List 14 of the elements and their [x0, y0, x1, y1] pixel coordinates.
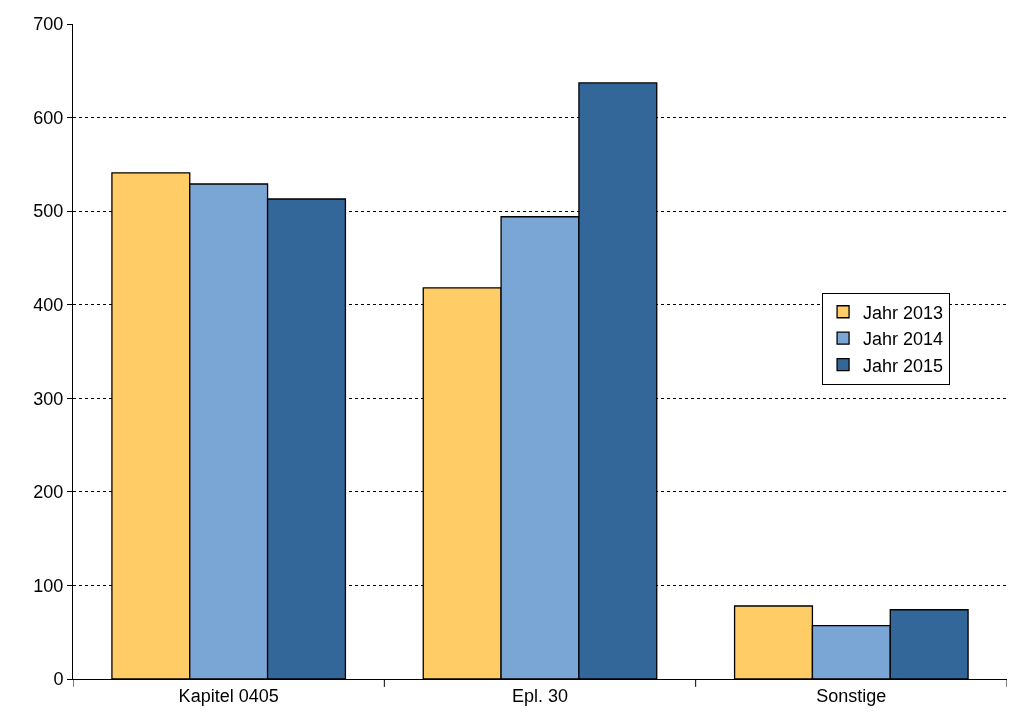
x-tick-label: Sonstige [816, 685, 887, 706]
y-tick-label: 200 [33, 482, 64, 503]
legend-label: Jahr 2015 [863, 355, 944, 376]
y-tick-label: 0 [53, 669, 64, 690]
y-tick-label: 500 [33, 201, 64, 222]
x-tick-label: Kapitel 0405 [178, 685, 279, 706]
y-tick-label: 600 [33, 107, 64, 128]
y-tick-label: 700 [33, 14, 64, 35]
y-tick-label: 300 [33, 388, 64, 409]
y-tick-label: 100 [33, 575, 64, 596]
legend-label: Jahr 2013 [863, 302, 944, 323]
x-tick-label: Epl. 30 [511, 685, 569, 706]
legend-label: Jahr 2014 [863, 329, 944, 350]
y-tick-label: 400 [33, 295, 64, 316]
